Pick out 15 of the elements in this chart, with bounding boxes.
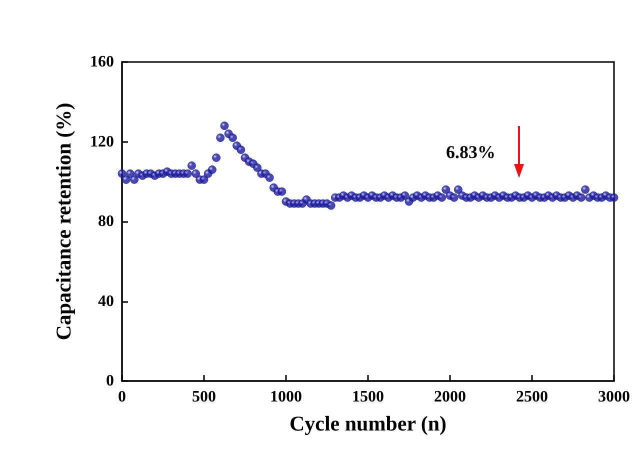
x-tick-label: 1500 bbox=[352, 388, 384, 406]
annotation: 6.83% bbox=[446, 142, 496, 162]
y-tick-label: 0 bbox=[106, 372, 114, 390]
y-tick-label: 120 bbox=[90, 133, 114, 150]
x-tick-label: 500 bbox=[192, 388, 216, 406]
x-tick-label: 3000 bbox=[598, 388, 630, 406]
x-axis-title: Cycle number (n) bbox=[289, 412, 447, 436]
y-tick-label: 80 bbox=[98, 213, 114, 230]
y-axis-title: Capacitance retention (%) bbox=[52, 102, 76, 340]
x-tick-label: 2500 bbox=[516, 388, 548, 406]
y-tick-label: 160 bbox=[90, 54, 114, 70]
x-tick-label: 1000 bbox=[270, 388, 302, 406]
y-tick-label: 40 bbox=[98, 292, 114, 310]
x-tick-label: 2000 bbox=[434, 388, 466, 406]
x-tick-label: 0 bbox=[118, 388, 126, 406]
